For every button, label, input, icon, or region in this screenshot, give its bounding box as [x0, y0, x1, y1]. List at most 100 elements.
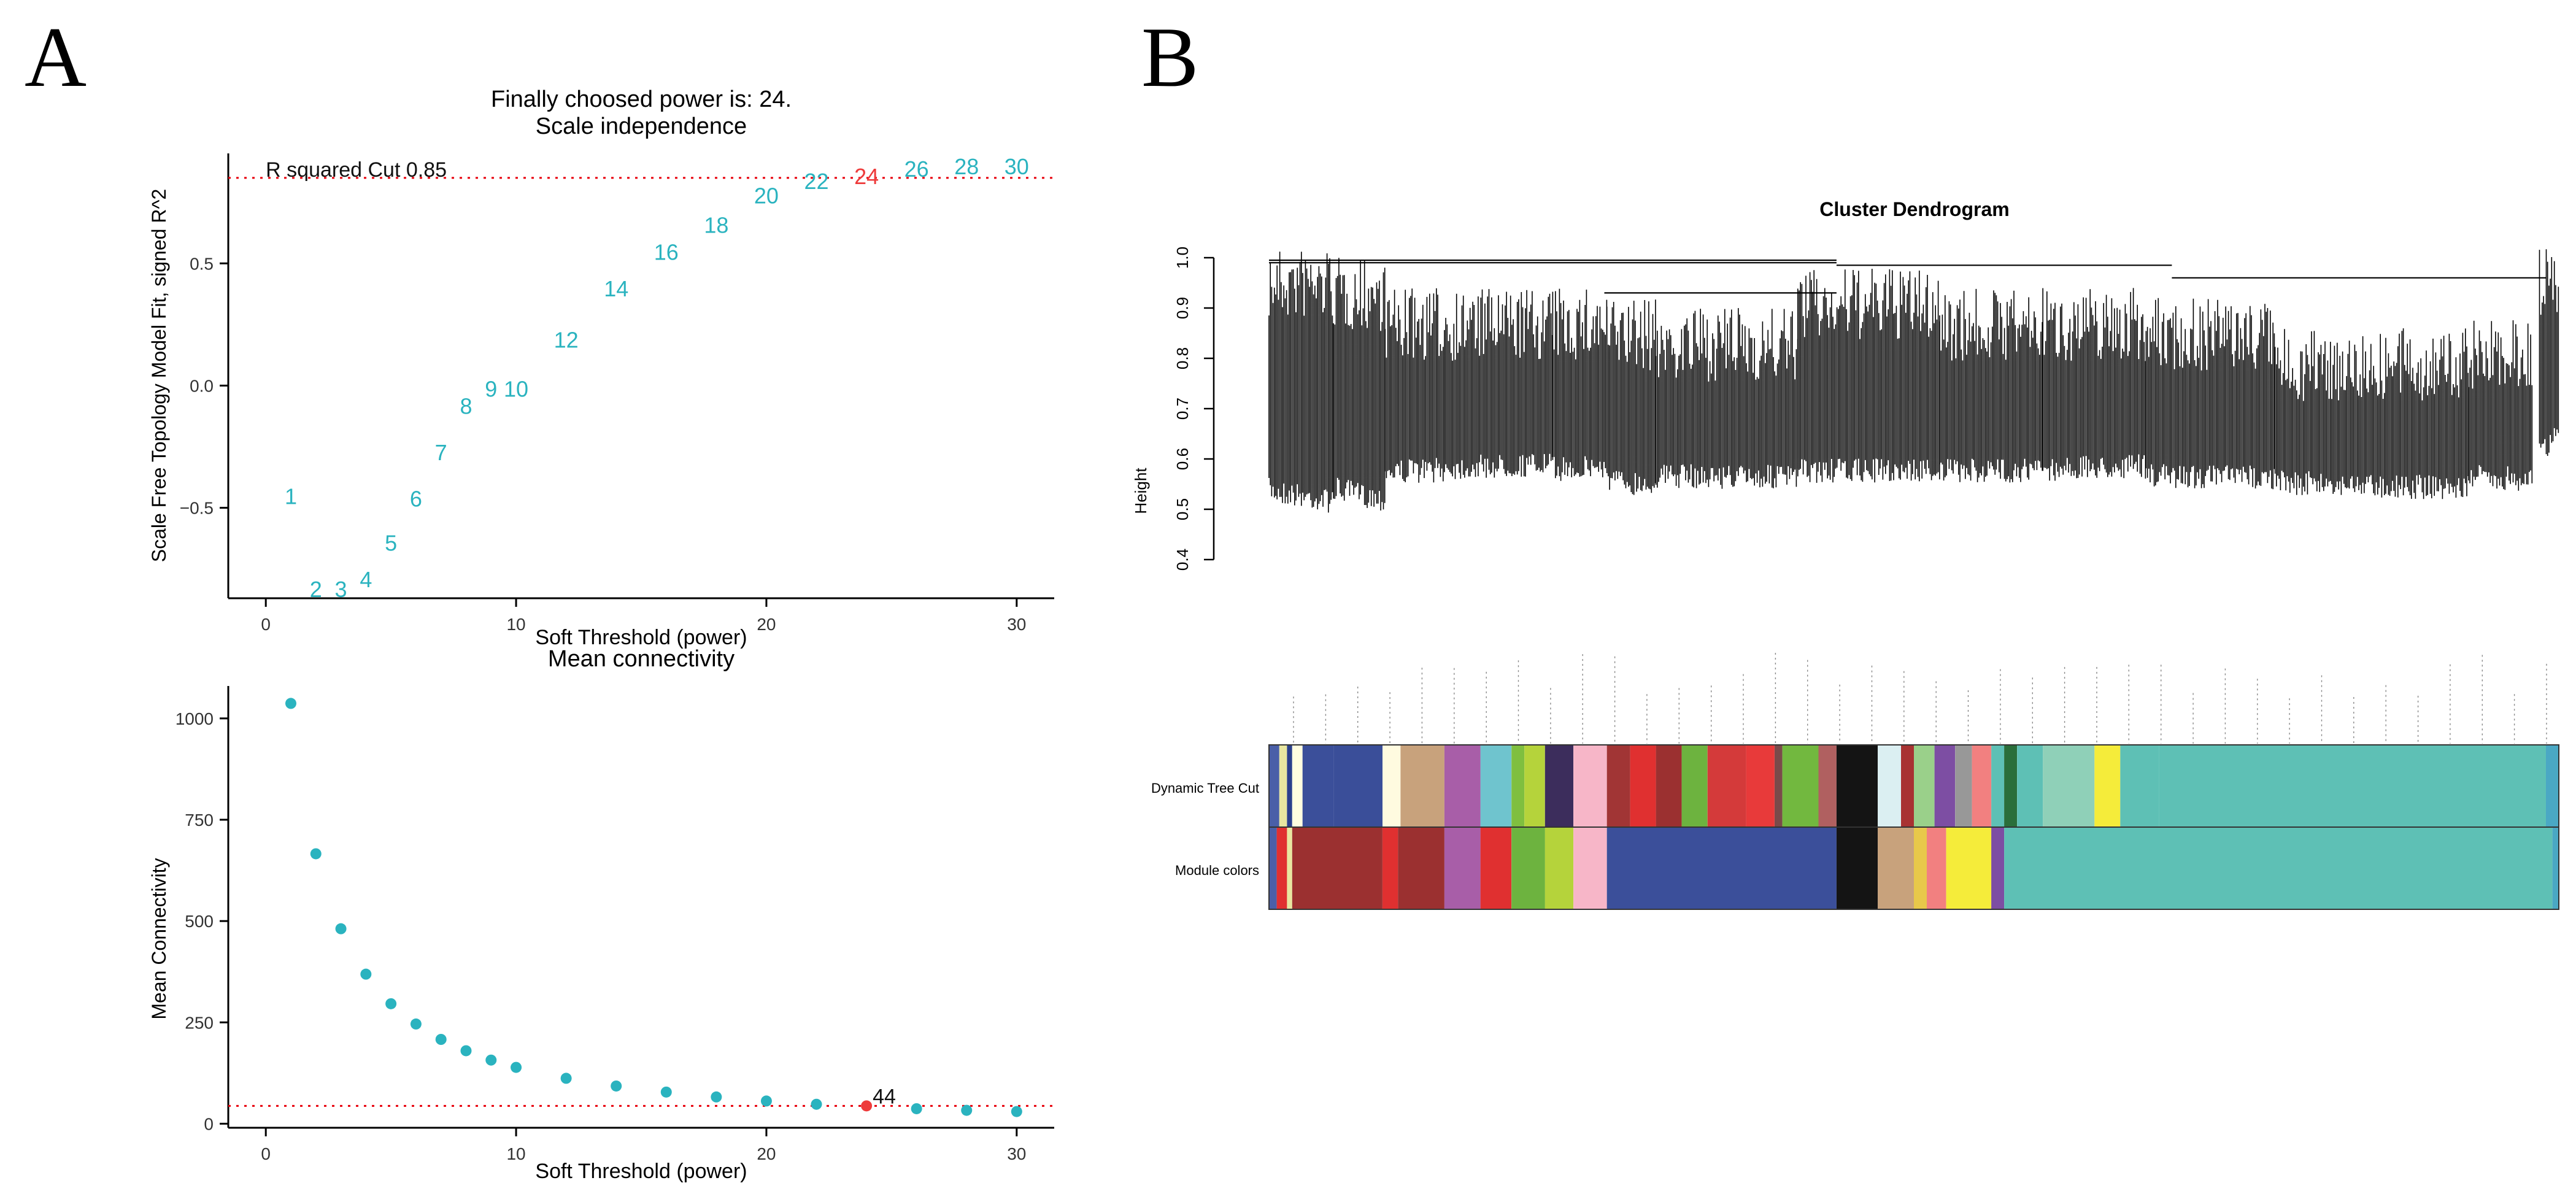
scale-independence-point-label: 2 [310, 577, 322, 602]
mean-connectivity-x-tick-label: 20 [757, 1144, 776, 1163]
scale-independence-point-label: 10 [504, 376, 528, 401]
scale-independence-x-tick-label: 20 [757, 615, 776, 634]
mean-connectivity-point [385, 998, 397, 1009]
color-row-1-segment [1398, 827, 1444, 909]
mean-connectivity-x-tick-label: 0 [261, 1144, 271, 1163]
color-row-0-segment [1630, 745, 1656, 827]
color-row-1-segment [1606, 827, 1837, 909]
color-row-0-segment [1333, 745, 1382, 827]
scale-independence-point-label: 20 [754, 183, 779, 209]
mean-connectivity-point [1011, 1106, 1022, 1117]
color-row-0-segment [1972, 745, 1992, 827]
mean-connectivity-y-tick-label: 250 [185, 1013, 214, 1032]
scale-independence-point-label: 22 [804, 169, 828, 194]
module-color-rows [1268, 744, 2559, 910]
scale-independence-x-tick-label: 0 [261, 615, 271, 634]
color-row-0-segment [1746, 745, 1775, 827]
color-row-0-segment [1269, 745, 1279, 827]
panel-letter-a: A [25, 10, 87, 105]
mean-connectivity-point [285, 698, 296, 709]
color-row-0-segment [1656, 745, 1682, 827]
mean-connectivity-point [360, 968, 372, 980]
color-row-0-segment [1511, 745, 1525, 827]
color-row-1-segment [1292, 827, 1382, 909]
mean-connectivity-annotation: 44 [873, 1085, 896, 1108]
color-row-0-segment [1444, 745, 1481, 827]
color-row-1-segment [1878, 827, 1914, 909]
color-row-0-segment [1382, 745, 1401, 827]
color-row-0-segment [1480, 745, 1512, 827]
mean-connectivity-point [460, 1045, 472, 1057]
color-row-0-segment [1914, 745, 1935, 827]
mean-connectivity-axes: 0 10 20 30 0 250 500 750 1000 [175, 686, 1054, 1163]
dendrogram-leaf-guides [1293, 653, 2547, 744]
color-row-0-segment [1681, 745, 1708, 827]
color-row-1-segment [1836, 827, 1878, 909]
scale-independence-subtitle: Scale independence [536, 114, 747, 139]
color-row-1-segment [2552, 827, 2559, 909]
mean-connectivity-point [861, 1100, 873, 1112]
color-row-0-segment [1775, 745, 1783, 827]
scale-independence-y-tick-label: −0.5 [180, 499, 214, 518]
mean-connectivity-xlabel: Soft Threshold (power) [535, 1160, 747, 1183]
color-row-0-segment [1573, 745, 1607, 827]
mean-connectivity-point [911, 1103, 922, 1114]
scale-independence-point-label: 18 [704, 213, 728, 238]
color-row-0-segment [2094, 745, 2121, 827]
mean-connectivity-ylabel: Mean Connectivity [148, 858, 170, 1019]
color-row-0-segment [2159, 745, 2546, 827]
color-row-1-segment [1927, 827, 1946, 909]
scale-independence-point-label: 3 [335, 577, 347, 602]
mean-connectivity-marks: 44 [228, 698, 1054, 1117]
mean-connectivity-point [410, 1018, 422, 1030]
mean-connectivity-point [760, 1095, 772, 1107]
color-row-0-segment [1302, 745, 1334, 827]
scale-independence-point-label: 4 [360, 567, 372, 592]
scale-independence-point-label: 1 [285, 484, 297, 509]
mean-connectivity-point [485, 1054, 497, 1066]
color-row-0-segment [1878, 745, 1901, 827]
dendrogram-y-tick-label: 0.9 [1173, 297, 1192, 319]
scale-independence-point-label: 16 [654, 239, 679, 264]
scale-independence-y-tick-label: 0.5 [190, 254, 214, 273]
dendrogram-branches [1268, 249, 2559, 513]
mean-connectivity-y-tick-label: 500 [185, 912, 214, 931]
mean-connectivity-chart: Mean connectivity 0 10 20 3002505007501000 … [148, 646, 1054, 1183]
scale-independence-xlabel: Soft Threshold (power) [535, 626, 747, 649]
color-row-0-segment [2004, 745, 2018, 827]
color-row-0-segment [1400, 745, 1444, 827]
color-row-label-dynamic-tree-cut: Dynamic Tree Cut [1151, 780, 1259, 796]
color-row-1-segment [1544, 827, 1573, 909]
color-row-0-segment [1292, 745, 1303, 827]
mean-connectivity-point [711, 1091, 722, 1103]
mean-connectivity-point [660, 1086, 672, 1098]
scale-independence-point-label: 8 [460, 393, 472, 418]
color-row-1-segment [1991, 827, 2005, 909]
dendrogram-y-tick-label: 0.6 [1173, 448, 1192, 470]
scale-independence-y-tick-label: 0.0 [190, 376, 214, 395]
dendrogram-y-tick-label: 0.7 [1173, 398, 1192, 420]
mean-connectivity-x-tick-label: 30 [1007, 1144, 1026, 1163]
color-row-0-segment [1818, 745, 1837, 827]
color-row-1-segment [1511, 827, 1545, 909]
mean-connectivity-point [961, 1104, 973, 1116]
scale-independence-x-tick-label: 30 [1007, 615, 1026, 634]
scale-independence-point-label: 6 [410, 487, 422, 512]
color-row-1-segment [1287, 827, 1292, 909]
dendrogram-y-tick-label: 0.4 [1173, 549, 1192, 571]
scale-independence-chart: Finally choosed power is: 24. Scale inde… [148, 87, 1054, 649]
color-row-0-segment [2043, 745, 2095, 827]
scale-independence-point-label: 30 [1005, 154, 1029, 179]
mean-connectivity-y-tick-label: 750 [185, 811, 214, 830]
color-row-1-segment [1480, 827, 1512, 909]
color-row-label-module-colors: Module colors [1175, 863, 1259, 878]
color-row-0-segment [1782, 745, 1819, 827]
mean-connectivity-point [611, 1080, 622, 1092]
color-row-0-segment [1287, 745, 1292, 827]
color-row-0-segment [1279, 745, 1287, 827]
mean-connectivity-point [560, 1073, 572, 1084]
scale-independence-point-label: 5 [385, 530, 397, 555]
color-row-1-segment [1269, 827, 1277, 909]
